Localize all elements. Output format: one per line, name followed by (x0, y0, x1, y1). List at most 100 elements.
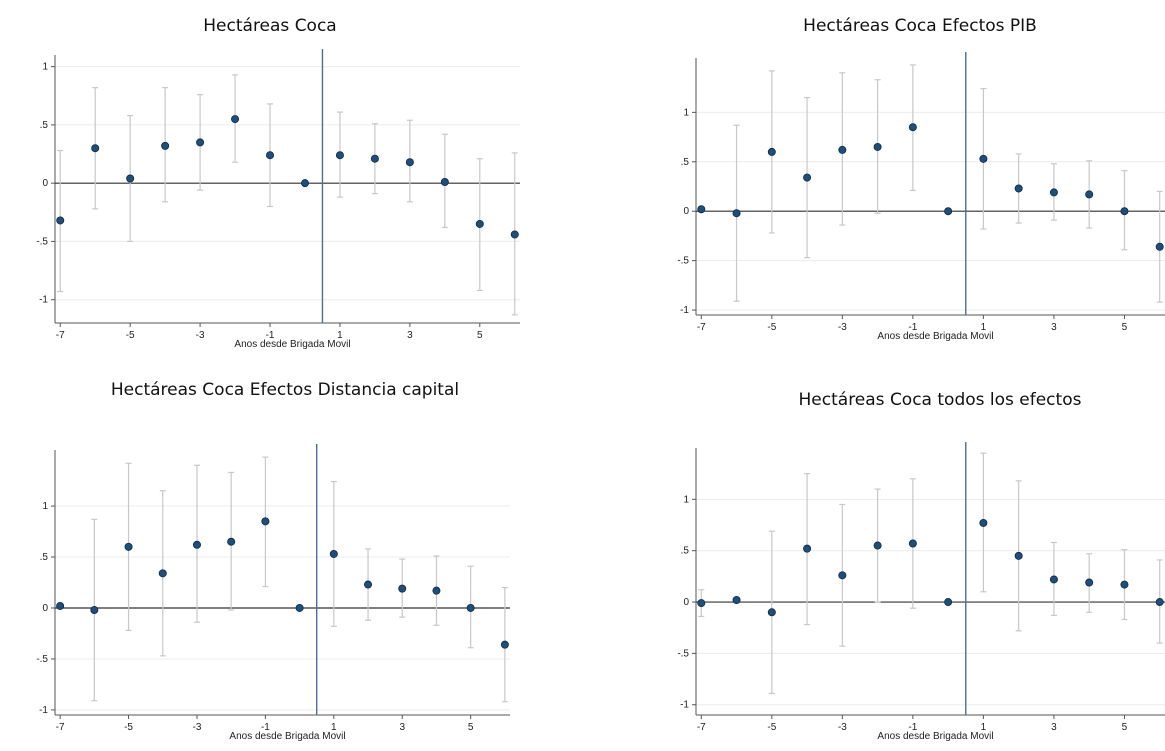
data-point (1085, 190, 1094, 199)
data-point (767, 147, 776, 156)
x-tick-label: -5 (767, 722, 776, 733)
x-tick-label: 3 (399, 722, 405, 733)
x-axis-label: Anos desde Brigada Movil (229, 731, 345, 742)
y-tick-label: -.5 (36, 654, 48, 665)
chart-hectareas-coca-todos: -1 -.5 0 .5 1 -7 -5 -3 -1 1 3 5 Anos desde Brigada M… (677, 442, 1165, 742)
y-tick-label: .5 (681, 546, 690, 557)
data-point (56, 601, 65, 610)
panel-4-title: Hectáreas Coca todos los efectos (798, 390, 1082, 410)
data-point (1155, 598, 1164, 607)
x-axis-label: Anos desde Brigada Movil (234, 339, 350, 350)
x-tick-label: -1 (261, 722, 270, 733)
data-point (767, 608, 776, 617)
x-tick-label: 5 (468, 722, 474, 733)
x-tick-label: 1 (981, 322, 987, 333)
data-point (124, 542, 133, 551)
chart-hectareas-coca: -1 -.5 0 .5 1 -7 -5 -3 -1 1 3 5 Anos desde Brigada M… (36, 49, 520, 350)
data-point (803, 544, 812, 553)
data-point (803, 173, 812, 182)
data-point (1014, 551, 1023, 560)
data-point (300, 179, 309, 188)
data-point (1085, 578, 1094, 587)
x-tick-label: 3 (1051, 722, 1057, 733)
data-point (370, 154, 379, 163)
data-point (1155, 242, 1164, 251)
y-tick-label: 1 (683, 107, 689, 118)
data-point (227, 537, 236, 546)
data-point (432, 586, 441, 595)
data-point (261, 517, 270, 526)
data-point (364, 580, 373, 589)
x-tick-label: -5 (767, 322, 776, 333)
y-tick-label: -.5 (677, 648, 689, 659)
x-tick-label: -3 (838, 722, 847, 733)
data-point (398, 584, 407, 593)
y-tick-label: -.5 (677, 256, 689, 267)
data-point (1049, 575, 1058, 584)
data-point (91, 144, 100, 153)
x-tick-label: -3 (838, 322, 847, 333)
data-point (873, 142, 882, 151)
data-point (732, 209, 741, 218)
x-tick-label: 5 (477, 330, 483, 341)
x-tick-label: -7 (697, 722, 706, 733)
data-point (475, 219, 484, 228)
x-axis-label: Anos desde Brigada Movil (877, 731, 993, 742)
x-tick-label: -3 (193, 722, 202, 733)
data-point (126, 174, 135, 183)
data-point (979, 518, 988, 527)
y-tick-label: .5 (681, 157, 690, 168)
data-point (1014, 184, 1023, 193)
data-point (192, 540, 201, 549)
x-tick-label: -3 (196, 330, 205, 341)
x-tick-label: -7 (56, 330, 65, 341)
data-point (1120, 580, 1129, 589)
x-tick-label: 5 (1122, 322, 1128, 333)
data-point (908, 539, 917, 548)
y-tick-label: .5 (40, 120, 49, 131)
x-tick-label: 1 (331, 722, 337, 733)
data-point (90, 606, 99, 615)
y-tick-label: 1 (42, 62, 48, 73)
data-point (196, 138, 205, 147)
panel-1-title: Hectáreas Coca (203, 16, 337, 36)
x-tick-label: -1 (908, 322, 917, 333)
data-point (295, 603, 304, 612)
x-tick-label: -1 (266, 330, 275, 341)
data-point (838, 145, 847, 154)
x-tick-label: 1 (981, 722, 987, 733)
x-tick-label: -7 (56, 722, 65, 733)
data-point (873, 541, 882, 550)
data-point (697, 205, 706, 214)
y-tick-label: 0 (42, 603, 48, 614)
data-point (466, 603, 475, 612)
chart-hectareas-coca-pib: -1 -.5 0 .5 1 -7 -5 -3 -1 1 3 5 Anos desde Brigada M… (677, 52, 1165, 342)
panel-2-title: Hectáreas Coca Efectos PIB (803, 16, 1037, 36)
x-tick-label: 3 (1051, 322, 1057, 333)
x-tick-label: -1 (908, 722, 917, 733)
x-axis-label: Anos desde Brigada Movil (877, 331, 993, 342)
panel-3-title: Hectáreas Coca Efectos Distancia capital (110, 380, 460, 400)
y-tick-label: 1 (683, 494, 689, 505)
data-point (405, 158, 414, 167)
data-point (979, 154, 988, 163)
data-point (231, 115, 240, 124)
data-point (158, 569, 167, 578)
y-tick-label: 1 (42, 501, 48, 512)
y-tick-label: 0 (683, 206, 689, 217)
data-point (732, 595, 741, 604)
x-tick-label: -5 (124, 722, 133, 733)
y-tick-label: -1 (39, 705, 48, 716)
y-tick-label: -1 (39, 295, 48, 306)
x-tick-label: -7 (697, 322, 706, 333)
x-tick-label: 1 (337, 330, 343, 341)
data-point (56, 216, 65, 225)
y-tick-label: 0 (683, 597, 689, 608)
data-point (335, 151, 344, 160)
data-point (161, 141, 170, 150)
data-point (697, 599, 706, 608)
x-tick-label: -5 (126, 330, 135, 341)
y-tick-label: -1 (680, 305, 689, 316)
x-tick-label: 5 (1122, 722, 1128, 733)
data-point (266, 151, 275, 160)
